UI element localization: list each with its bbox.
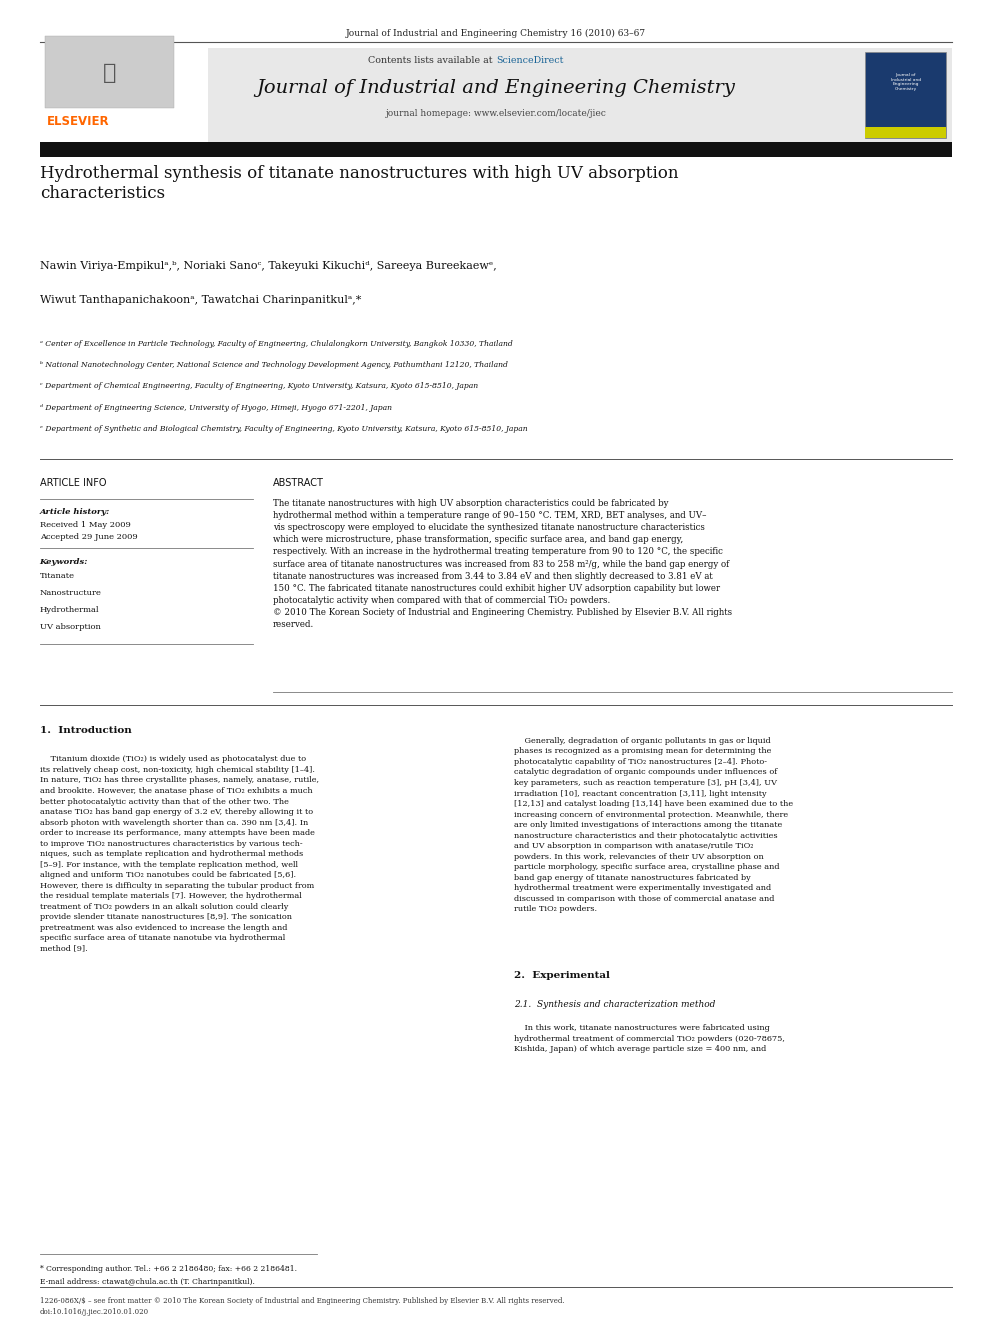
Text: Keywords:: Keywords: — [40, 558, 88, 566]
Text: The titanate nanostructures with high UV absorption characteristics could be fab: The titanate nanostructures with high UV… — [273, 499, 732, 630]
Text: 🌲: 🌲 — [102, 62, 116, 83]
Text: UV absorption: UV absorption — [40, 623, 100, 631]
Text: Contents lists available at: Contents lists available at — [368, 56, 496, 65]
Text: Article history:: Article history: — [40, 508, 110, 516]
Text: Wiwut Tanthapanichakoonᵃ, Tawatchai Charinpanitkulᵃ,*: Wiwut Tanthapanichakoonᵃ, Tawatchai Char… — [40, 295, 361, 306]
Text: Journal of
Industrial and
Engineering
Chemistry: Journal of Industrial and Engineering Ch… — [891, 73, 921, 91]
Text: ᵇ National Nanotechnology Center, National Science and Technology Development Ag: ᵇ National Nanotechnology Center, Nation… — [40, 361, 508, 369]
Text: 1.  Introduction: 1. Introduction — [40, 726, 131, 736]
Text: journal homepage: www.elsevier.com/locate/jiec: journal homepage: www.elsevier.com/locat… — [386, 108, 606, 118]
Text: Generally, degradation of organic pollutants in gas or liquid
phases is recogniz: Generally, degradation of organic pollut… — [514, 737, 793, 913]
Bar — [865, 52, 946, 138]
Text: Journal of Industrial and Engineering Chemistry: Journal of Industrial and Engineering Ch… — [257, 79, 735, 98]
Bar — [865, 127, 946, 138]
Text: ᵈ Department of Engineering Science, University of Hyogo, Himeji, Hyogo 671-2201: ᵈ Department of Engineering Science, Uni… — [40, 404, 392, 411]
Text: Hydrothermal synthesis of titanate nanostructures with high UV absorption
charac: Hydrothermal synthesis of titanate nanos… — [40, 165, 679, 202]
Text: Nawin Viriya-Empikulᵃ,ᵇ, Noriaki Sanoᶜ, Takeyuki Kikuchiᵈ, Sareeya Bureekaewᵉ,: Nawin Viriya-Empikulᵃ,ᵇ, Noriaki Sanoᶜ, … — [40, 261, 496, 271]
Text: E-mail address: ctawat@chula.ac.th (T. Charinpanitkul).: E-mail address: ctawat@chula.ac.th (T. C… — [40, 1278, 255, 1286]
Text: Titanium dioxide (TiO₂) is widely used as photocatalyst due to
its relatively ch: Titanium dioxide (TiO₂) is widely used a… — [40, 755, 318, 953]
Text: ARTICLE INFO: ARTICLE INFO — [40, 478, 106, 488]
Text: Accepted 29 June 2009: Accepted 29 June 2009 — [40, 533, 138, 541]
Text: Hydrothermal: Hydrothermal — [40, 606, 99, 614]
Bar — [40, 48, 208, 142]
Text: 2.1.  Synthesis and characterization method: 2.1. Synthesis and characterization meth… — [514, 1000, 715, 1009]
Text: * Corresponding author. Tel.: +66 2 2186480; fax: +66 2 2186481.: * Corresponding author. Tel.: +66 2 2186… — [40, 1265, 297, 1273]
Text: In this work, titanate nanostructures were fabricated using
hydrothermal treatme: In this work, titanate nanostructures we… — [514, 1024, 785, 1053]
Text: Journal of Industrial and Engineering Chemistry 16 (2010) 63–67: Journal of Industrial and Engineering Ch… — [346, 29, 646, 38]
Text: Nanostructure: Nanostructure — [40, 589, 101, 597]
Text: ᶜ Department of Chemical Engineering, Faculty of Engineering, Kyoto University, : ᶜ Department of Chemical Engineering, Fa… — [40, 382, 478, 390]
Text: ᵉ Department of Synthetic and Biological Chemistry, Faculty of Engineering, Kyot: ᵉ Department of Synthetic and Biological… — [40, 425, 528, 433]
Text: ᵃ Center of Excellence in Particle Technology, Faculty of Engineering, Chulalong: ᵃ Center of Excellence in Particle Techn… — [40, 340, 513, 348]
Text: Titanate: Titanate — [40, 572, 74, 579]
Bar — [40, 48, 952, 142]
Text: ELSEVIER: ELSEVIER — [47, 115, 109, 128]
Bar — [45, 36, 174, 108]
Text: doi:10.1016/j.jiec.2010.01.020: doi:10.1016/j.jiec.2010.01.020 — [40, 1308, 149, 1316]
Bar — [40, 142, 952, 157]
Text: ScienceDirect: ScienceDirect — [496, 56, 563, 65]
Text: 1226-086X/$ – see front matter © 2010 The Korean Society of Industrial and Engin: 1226-086X/$ – see front matter © 2010 Th… — [40, 1297, 564, 1304]
Text: 2.  Experimental: 2. Experimental — [514, 971, 610, 980]
Text: Received 1 May 2009: Received 1 May 2009 — [40, 521, 131, 529]
Text: ABSTRACT: ABSTRACT — [273, 478, 323, 488]
